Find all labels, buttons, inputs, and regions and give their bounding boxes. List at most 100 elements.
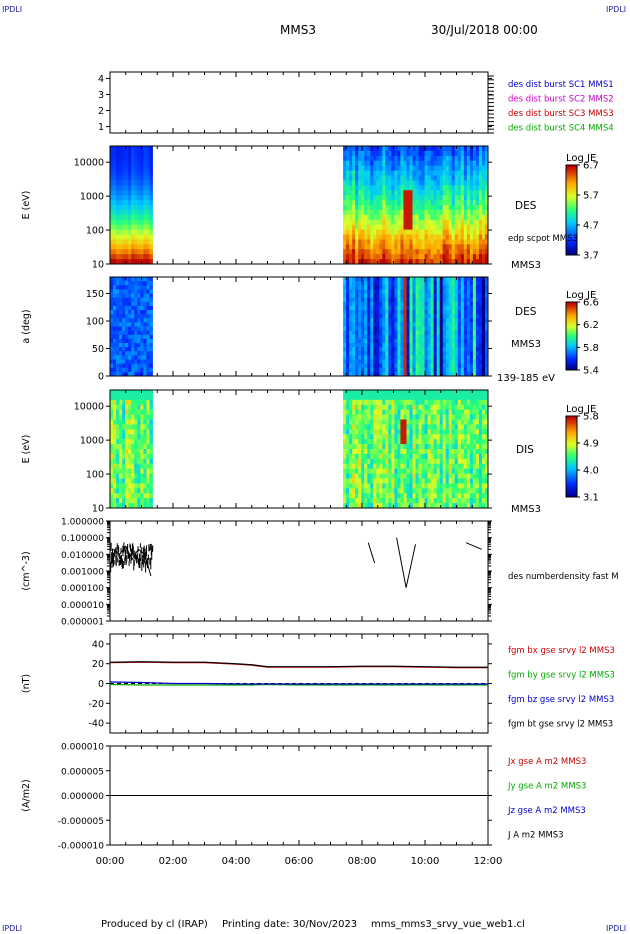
- colorbar-tick-4-1: 4.9: [583, 439, 599, 450]
- y-axis-label-3: a (deg): [21, 309, 32, 343]
- y-tick-label-5-2: 0.010000: [61, 551, 104, 561]
- y-axis-label-7: (A/m2): [21, 779, 32, 811]
- legend-j-1: Jx gse A m2 MMS3: [507, 757, 586, 767]
- corner-label-bottom-right: IPDLI: [606, 924, 627, 933]
- colorbar-tick-2-3: 3.7: [583, 251, 599, 262]
- y-tick-label-6-0: 40: [92, 639, 104, 650]
- corner-label-bottom-left: IPDLI: [2, 924, 23, 933]
- x-tick-label-1: 02:00: [159, 856, 188, 867]
- y-tick-label-6-3: -20: [88, 699, 104, 710]
- colorbar-tick-4-0: 5.8: [583, 412, 599, 423]
- colorbar-tick-3-1: 6.2: [583, 320, 599, 331]
- colorbar-tick-2-2: 4.7: [583, 221, 599, 232]
- colorbar-title-4: Log JE: [566, 404, 596, 415]
- y-axis-label-4: E (eV): [21, 435, 32, 464]
- panel-frame-5: [109, 520, 489, 622]
- colorbar-3: [566, 302, 577, 371]
- legend-j-3: Jz gse A m2 MMS3: [507, 806, 586, 816]
- colorbar-frame-3: [565, 301, 578, 371]
- file-name: mms_mms3_srvy_vue_web1.cl: [371, 919, 525, 930]
- y-tick-label-6-4: -40: [88, 719, 104, 730]
- legend-burst-1: des dist burst SC1 MMS1: [508, 80, 614, 90]
- y-tick-label-4-0: 10000: [74, 402, 104, 413]
- date-title: 30/Jul/2018 00:00: [431, 23, 538, 37]
- x-tick-label-4: 08:00: [348, 856, 377, 867]
- legend-density: des numberdensity fast M: [508, 572, 619, 582]
- corner-label-top-left: IPDLI: [2, 5, 23, 14]
- y-tick-label-3-3: 0: [98, 372, 104, 383]
- y-tick-label-7-3: -0.000005: [58, 817, 104, 827]
- legend-fgm-1: fgm bx gse srvy l2 MMS3: [508, 646, 615, 656]
- right-label-mms3-2: MMS3: [511, 339, 541, 350]
- y-tick-label-3-2: 50: [92, 344, 104, 355]
- y-tick-label-7-0: 0.000010: [61, 743, 104, 753]
- y-tick-label-5-3: 0.001000: [61, 568, 104, 578]
- x-minor-ticks-5: [109, 521, 489, 621]
- y-tick-label-2-1: 1000: [80, 192, 104, 203]
- right-label-des-1: DES: [515, 200, 537, 212]
- y-tick-label-4-3: 10: [92, 504, 104, 515]
- x-minor-ticks-4: [109, 390, 489, 508]
- y-tick-label-1-2: 2: [98, 106, 104, 117]
- x-minor-ticks-3: [109, 277, 489, 376]
- y-axis-label-2: E (eV): [21, 191, 32, 220]
- y-tick-label-5-6: 0.000001: [61, 618, 104, 628]
- density-series: [112, 537, 482, 588]
- y-tick-label-5-0: 1.000000: [61, 518, 104, 528]
- y-tick-label-3-0: 150: [86, 289, 104, 300]
- x-tick-label-5: 10:00: [411, 856, 440, 867]
- y-tick-label-5-4: 0.000100: [61, 584, 104, 594]
- colorbar-tick-4-2: 4.0: [583, 466, 599, 477]
- produced-by: Produced by cl (IRAP): [101, 919, 208, 930]
- b-series-4: [109, 661, 488, 668]
- colorbar-tick-3-3: 5.4: [583, 366, 599, 377]
- right-label-des-2: DES: [515, 306, 537, 318]
- colorbar-title-2: Log JE: [566, 153, 596, 164]
- y-tick-label-7-2: 0.000000: [61, 792, 104, 802]
- legend-j-4: J A m2 MMS3: [507, 831, 564, 841]
- right-label-mms3-1: MMS3: [511, 260, 541, 271]
- colorbar-frame-4: [565, 415, 578, 498]
- right-label-mms3-3: MMS3: [511, 504, 541, 515]
- y-tick-label-5-1: 0.100000: [61, 534, 104, 544]
- y-tick-label-6-2: 0: [98, 679, 104, 690]
- legend-j-2: Jy gse A m2 MMS3: [507, 782, 586, 792]
- legend-burst-2: des dist burst SC2 MMS2: [508, 95, 614, 105]
- right-label-dis: DIS: [516, 444, 534, 456]
- y-tick-label-1-1: 3: [98, 90, 104, 101]
- colorbar-tick-2-0: 6.7: [583, 161, 599, 172]
- legend-fgm-2: fgm by gse srvy l2 MMS3: [508, 671, 615, 681]
- corner-label-top-right: IPDLI: [606, 5, 627, 14]
- y-axis-label-6: (nT): [21, 674, 32, 693]
- heatmap-4: [110, 390, 489, 509]
- panel-frame-1: [109, 71, 489, 134]
- colorbar-title-3: Log JE: [566, 290, 596, 301]
- colorbar-tick-3-2: 5.8: [583, 343, 599, 354]
- x-minor-ticks-7: [109, 746, 489, 845]
- legend-burst-3: des dist burst SC3 MMS3: [508, 109, 614, 119]
- b-series-3: [109, 681, 488, 685]
- colorbar-frame-2: [565, 164, 578, 256]
- y-tick-label-5-5: 0.000010: [61, 601, 104, 611]
- y-tick-label-4-1: 1000: [80, 436, 104, 447]
- b-series-2: [109, 683, 488, 686]
- colorbar-tick-3-0: 6.6: [583, 298, 599, 309]
- legend-fgm-3: fgm bz gse srvy l2 MMS3: [508, 695, 614, 705]
- y-tick-label-2-3: 10: [92, 260, 104, 271]
- x-minor-ticks-6: [109, 634, 489, 733]
- printing-date: Printing date: 30/Nov/2023: [222, 919, 358, 930]
- y-tick-label-7-4: -0.000010: [58, 842, 104, 852]
- colorbar-4: [566, 416, 577, 498]
- colorbar-tick-2-1: 5.7: [583, 191, 599, 202]
- x-tick-label-3: 06:00: [285, 856, 314, 867]
- y-tick-label-7-1: 0.000005: [61, 767, 104, 777]
- colorbar-tick-4-3: 3.1: [583, 493, 599, 504]
- spacecraft-title: MMS3: [280, 23, 316, 37]
- density-noise: [110, 542, 154, 573]
- right-label-energy-range: 139-185 eV: [497, 373, 555, 384]
- colorbar-2: [566, 165, 577, 256]
- y-axis-label-5: (cm^-3): [21, 551, 32, 590]
- heatmap-3: [110, 277, 489, 377]
- y-tick-label-3-1: 100: [86, 317, 104, 328]
